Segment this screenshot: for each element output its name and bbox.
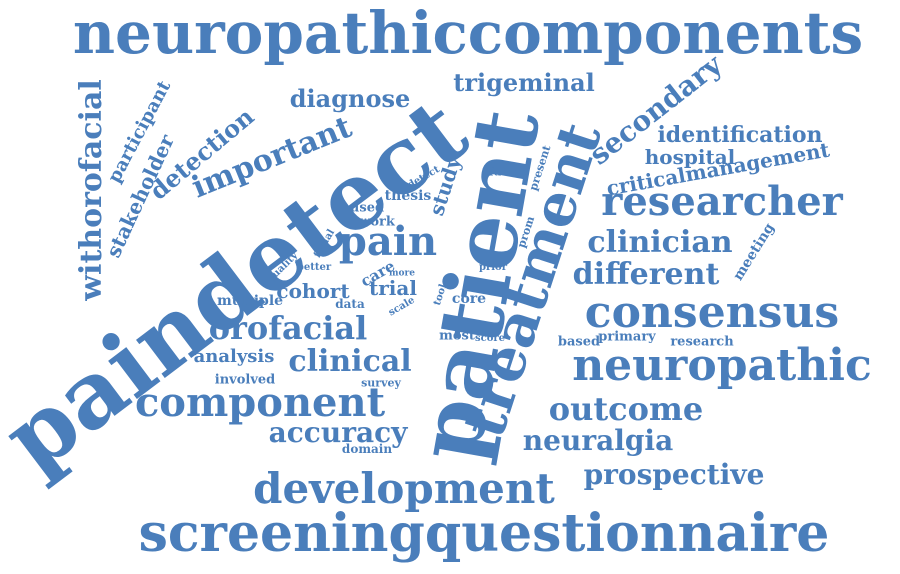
word-trial: trial — [369, 276, 417, 300]
word-consensus: consensus — [584, 287, 840, 338]
word-identification: identification — [657, 122, 823, 148]
word-neuropathic: neuropathic — [572, 340, 872, 391]
word-diagnose: diagnose — [289, 84, 411, 113]
word-withorofacial: withorofacial — [74, 79, 109, 301]
word-clinical: clinical — [288, 344, 412, 379]
word-score: score — [474, 333, 506, 344]
word-orofacial: orofacial — [208, 309, 368, 347]
word-neuralgia: neuralgia — [522, 424, 674, 457]
word-researcher: researcher — [601, 178, 843, 225]
word-accuracy: accuracy — [268, 416, 408, 449]
word-involved: involved — [214, 372, 276, 388]
word-pain: pain — [338, 218, 438, 265]
word-analysis: analysis — [193, 346, 275, 367]
word-data: data — [335, 297, 365, 311]
word-core: core — [451, 291, 487, 307]
word-development: development — [253, 464, 555, 513]
word-prospective: prospective — [583, 458, 765, 491]
word-most: most — [439, 328, 475, 344]
word-neuropathiccomponents: neuropathiccomponents — [72, 0, 864, 67]
word-more: more — [389, 268, 415, 279]
word-hospital: hospital — [644, 145, 736, 169]
word-outcome: outcome — [548, 390, 704, 428]
word-multiple: multiple — [216, 293, 284, 309]
word-primary: primary — [598, 329, 656, 345]
word-based: based — [557, 334, 601, 350]
word-research: research — [670, 334, 734, 350]
word-work: work — [359, 214, 395, 230]
word-meeting: meeting — [730, 220, 778, 284]
word-clinician: clinician — [587, 225, 733, 260]
word-trigeminal: trigeminal — [453, 68, 595, 97]
word-prior: prior — [479, 262, 507, 273]
word-different: different — [572, 257, 720, 292]
word-used: used — [349, 200, 385, 216]
word-future: future — [488, 165, 528, 179]
word-survey: survey — [361, 376, 401, 390]
word-cohort: cohort — [276, 279, 350, 303]
word-better: better — [296, 262, 332, 273]
word-domain: domain — [341, 442, 393, 456]
word-thesis: thesis — [384, 188, 432, 204]
word-component: component — [134, 379, 386, 426]
word-screeningquestionnaire: screeningquestionnaire — [138, 503, 830, 564]
